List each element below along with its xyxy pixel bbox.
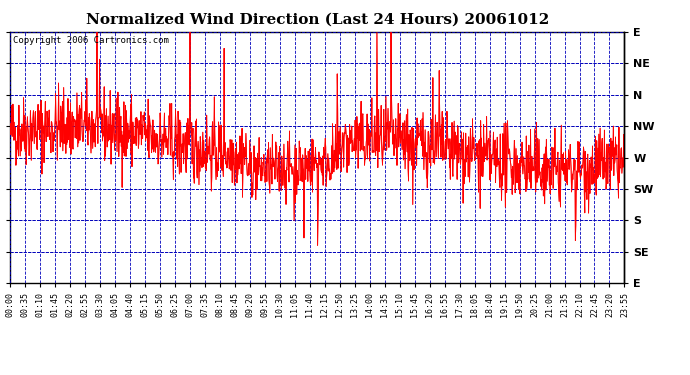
Text: Copyright 2006 Cartronics.com: Copyright 2006 Cartronics.com	[13, 36, 169, 45]
Text: Normalized Wind Direction (Last 24 Hours) 20061012: Normalized Wind Direction (Last 24 Hours…	[86, 13, 549, 27]
